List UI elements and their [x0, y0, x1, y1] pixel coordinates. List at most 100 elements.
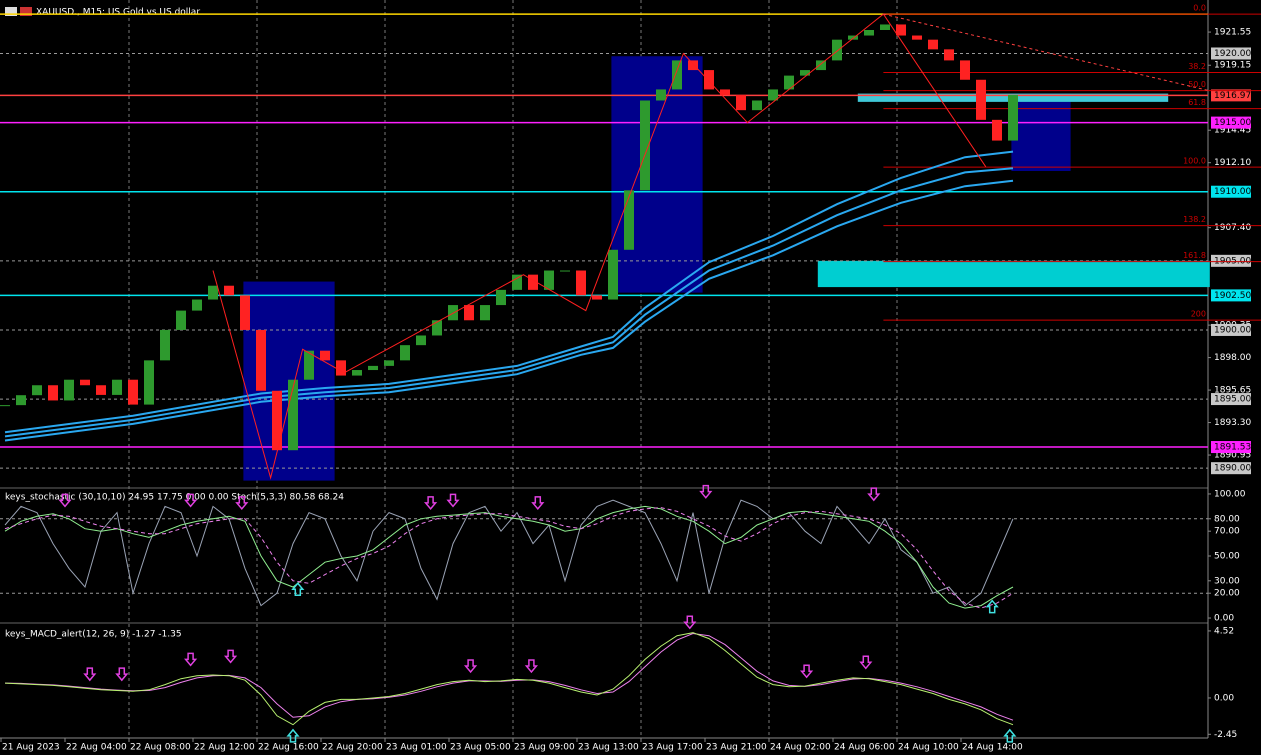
y-tick-label: 4.52 [1214, 626, 1234, 636]
candle [144, 360, 154, 405]
symbol-icon [20, 7, 32, 16]
candle [624, 190, 634, 250]
candle [256, 329, 266, 391]
x-tick-label: 24 Aug 14:00 [962, 743, 1023, 753]
level-label-box [1211, 393, 1251, 406]
candle [768, 89, 778, 101]
zone [817, 260, 1210, 288]
candle [464, 305, 474, 321]
candle [992, 119, 1002, 141]
candle [496, 289, 506, 306]
candle [784, 75, 794, 90]
candle [512, 274, 522, 290]
y-tick-label: 1890.95 [1214, 451, 1251, 461]
candle [432, 320, 442, 336]
symbol-icon [5, 7, 17, 16]
candle [192, 299, 202, 311]
level-label-box [1211, 289, 1251, 302]
candle [608, 249, 618, 300]
level-label: 1910.00 [1214, 187, 1251, 197]
y-tick-label: 1898.00 [1214, 353, 1251, 363]
trendline [883, 13, 1210, 92]
level-label: 1900.00 [1214, 325, 1251, 335]
x-tick-label: 23 Aug 05:00 [450, 743, 511, 753]
sell-arrow [867, 487, 881, 502]
y-tick-label: 1893.30 [1214, 418, 1251, 428]
y-tick-label: 100.00 [1214, 489, 1246, 499]
candle [848, 35, 858, 40]
level-label-box [1211, 185, 1251, 198]
sell-arrow [463, 659, 478, 674]
sell-arrow [223, 649, 238, 664]
sell-arrow [859, 655, 873, 670]
candle [752, 100, 762, 111]
moving-average [4, 150, 1014, 434]
zigzag [212, 13, 987, 480]
candle [128, 379, 138, 405]
candle [160, 329, 170, 361]
candle [272, 390, 282, 451]
moving-average [4, 167, 1014, 438]
sell-arrow [235, 496, 249, 511]
x-tick-label: 24 Aug 10:00 [898, 743, 959, 753]
candle [96, 385, 106, 395]
candle [16, 395, 26, 406]
candle [304, 350, 314, 380]
candle [928, 39, 938, 50]
candle [64, 379, 74, 401]
y-tick-label: 0.00 [1214, 693, 1234, 703]
level-label: 1920.00 [1214, 49, 1251, 59]
fib-label: 38.2 [1188, 62, 1206, 71]
fib-label: 61.8 [1188, 98, 1206, 107]
pane-title: keys_MACD_alert(12, 26, 9) -1.27 -1.35 [5, 630, 182, 640]
fib-label: 138.2 [1183, 215, 1206, 224]
x-tick-label: 21 Aug 2023 [2, 743, 60, 753]
candle [704, 70, 714, 90]
candle [480, 305, 490, 321]
y-tick-label: 50.00 [1214, 551, 1240, 561]
sell-arrow [83, 667, 97, 682]
candle [0, 405, 10, 407]
x-tick-label: 22 Aug 16:00 [258, 743, 319, 753]
sell-arrow [183, 652, 198, 667]
y-tick-label: 20.00 [1214, 589, 1240, 599]
x-tick-label: 22 Aug 12:00 [194, 743, 255, 753]
candle [336, 360, 346, 376]
x-tick-label: 23 Aug 17:00 [642, 743, 703, 753]
y-tick-label: 70.00 [1214, 527, 1240, 537]
candle [416, 335, 426, 346]
buy-arrow [985, 599, 999, 614]
level-label-box [1211, 323, 1251, 336]
candle [208, 285, 218, 300]
sell-arrow [58, 493, 72, 508]
y-tick-label: 30.00 [1214, 576, 1240, 586]
pane-title: keys_stochastic (30,10,10) 24.95 17.75 0… [5, 493, 344, 503]
fib-label: 100.0 [1183, 157, 1206, 166]
level-label-box [1211, 47, 1251, 60]
zone [1011, 93, 1071, 171]
y-tick-label: 1914.45 [1214, 126, 1251, 136]
y-tick-label: 0.00 [1214, 614, 1234, 624]
level-label: 1890.00 [1214, 464, 1251, 474]
level-label-box [1211, 441, 1251, 454]
buy-arrow [1003, 728, 1017, 743]
candle [864, 29, 874, 36]
candle [736, 94, 746, 111]
indicator-line [4, 499, 1014, 607]
fib-label: 161.8 [1183, 251, 1206, 260]
candle [944, 49, 954, 61]
x-tick-label: 22 Aug 20:00 [322, 743, 383, 753]
indicator-line [4, 632, 1014, 726]
candle [560, 270, 570, 272]
candle [672, 60, 682, 90]
x-tick-label: 23 Aug 09:00 [514, 743, 575, 753]
candle [720, 89, 730, 95]
y-tick-label: 1912.10 [1214, 158, 1251, 168]
candle [224, 285, 234, 296]
candle [976, 79, 986, 120]
candle [48, 385, 58, 401]
candle [640, 100, 650, 191]
candle [576, 270, 586, 296]
y-tick-label: 1907.40 [1214, 223, 1251, 233]
x-tick-label: 23 Aug 13:00 [578, 743, 639, 753]
